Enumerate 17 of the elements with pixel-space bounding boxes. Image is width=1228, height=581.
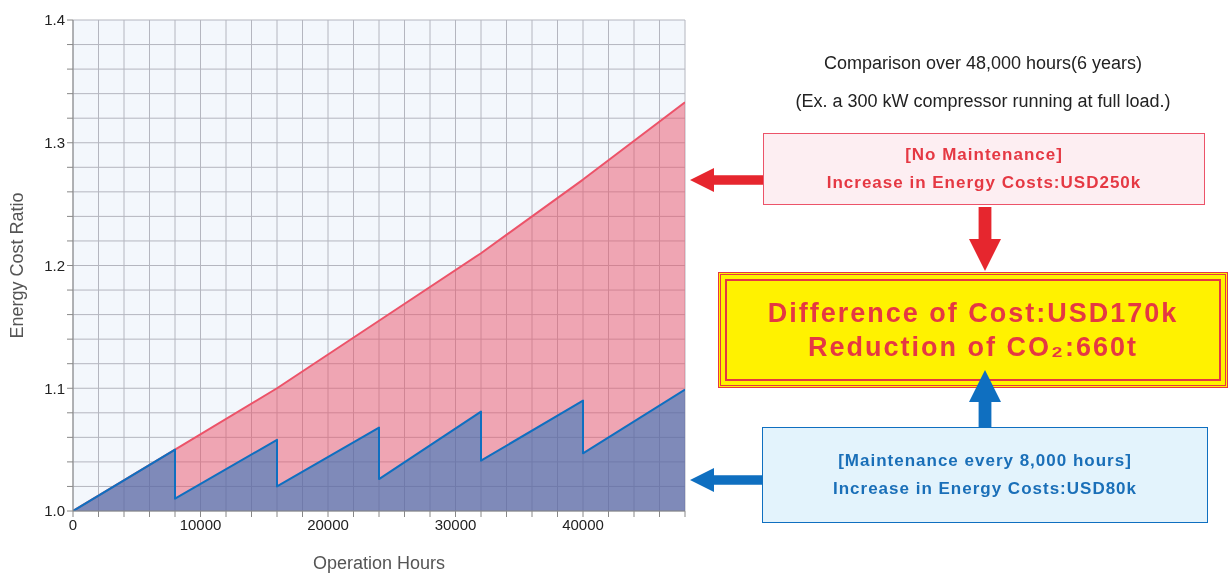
x-axis-title: Operation Hours xyxy=(312,553,446,573)
y-tick-label: 1.1 xyxy=(44,379,65,397)
x-tick-label: 20000 xyxy=(307,515,349,533)
text: Comparison over 48,000 hours(6 years) xyxy=(823,53,1143,73)
text: (Ex. a 300 kW compressor running at full load.) xyxy=(795,91,1171,111)
callout-box: [Maintenance every 8,000 hours] Increase in Energy Costs:USD80k xyxy=(762,427,1208,523)
y-tick-label: 1.0 xyxy=(44,502,65,520)
x-tick-label: 10000 xyxy=(179,515,222,533)
y-tick-label: 1.3 xyxy=(44,134,65,152)
y-tick-label: 1.4 xyxy=(44,11,65,29)
y-tick-label: 1.2 xyxy=(44,256,65,274)
x-tick-label: 40000 xyxy=(562,515,604,533)
callout-box: Difference of Cost:USD170k Reduction of CO₂:660t xyxy=(718,272,1228,388)
callout-box: [No Maintenance] Increase in Energy Costs:USD250k xyxy=(763,133,1205,205)
x-tick-label: 0 xyxy=(68,515,78,533)
x-tick-label: 30000 xyxy=(434,515,477,533)
y-axis-title: Energy Cost Ratio xyxy=(7,192,28,339)
